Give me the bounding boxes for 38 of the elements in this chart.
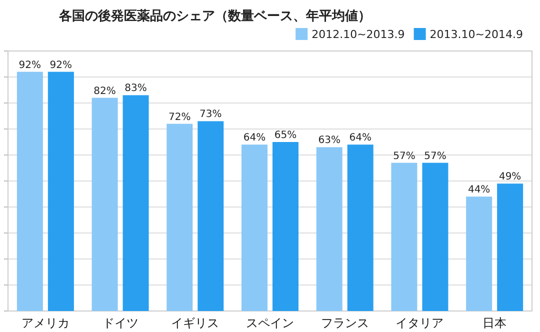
- bar: [316, 147, 342, 311]
- bar: [122, 95, 149, 311]
- bar: [48, 72, 74, 311]
- bar: [272, 142, 298, 311]
- data-label: 73%: [200, 109, 222, 120]
- data-label: 64%: [349, 132, 372, 144]
- chart-title: 各国の後発医薬品のシェア（数量ベース、年平均値）: [58, 8, 371, 24]
- legend-label: 2013.10~2014.9: [430, 28, 524, 41]
- bar: [198, 121, 224, 311]
- bar: [497, 184, 524, 311]
- data-label: 72%: [168, 112, 191, 123]
- bar: [347, 144, 374, 311]
- bar: [166, 124, 193, 311]
- bar: [422, 162, 448, 311]
- data-label: 83%: [124, 83, 147, 94]
- data-label: 82%: [94, 86, 116, 97]
- data-label: 49%: [498, 172, 522, 183]
- data-label: 63%: [318, 135, 340, 146]
- x-tick-label: ドイツ: [102, 316, 138, 330]
- bar: [92, 98, 118, 311]
- data-label: 44%: [468, 184, 490, 196]
- data-label: 57%: [393, 150, 416, 162]
- bar: [466, 196, 492, 311]
- x-tick-label: イギリス: [171, 316, 220, 330]
- x-tick-label: フランス: [320, 316, 369, 330]
- bar: [16, 72, 43, 311]
- data-label: 65%: [274, 130, 297, 141]
- data-label: 92%: [50, 60, 72, 71]
- x-tick-label: イタリア: [396, 316, 444, 330]
- bar: [242, 144, 268, 311]
- data-label: 92%: [18, 60, 42, 71]
- data-label: 57%: [424, 150, 446, 162]
- legend-label: 2012.10~2013.9: [312, 28, 405, 41]
- data-label: 64%: [243, 132, 266, 144]
- bar: [391, 162, 418, 311]
- x-tick-label: アメリカ: [21, 316, 70, 330]
- x-tick-label: 日本: [482, 316, 507, 330]
- x-tick-label: スペイン: [246, 316, 294, 330]
